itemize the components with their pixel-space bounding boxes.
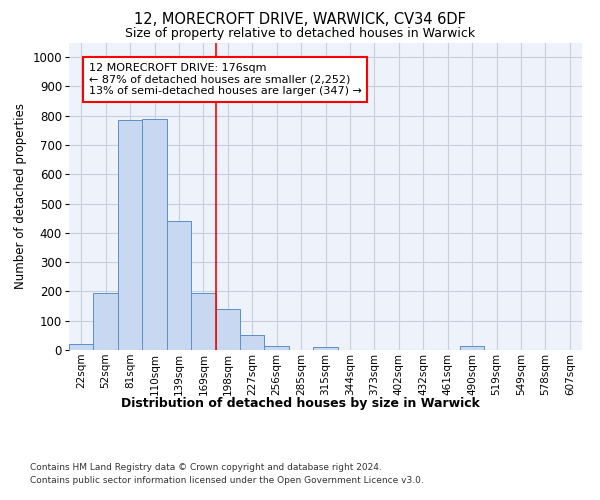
- Bar: [265, 346, 289, 350]
- Text: Distribution of detached houses by size in Warwick: Distribution of detached houses by size …: [121, 398, 479, 410]
- Text: Contains HM Land Registry data © Crown copyright and database right 2024.: Contains HM Land Registry data © Crown c…: [30, 462, 382, 471]
- Text: Size of property relative to detached houses in Warwick: Size of property relative to detached ho…: [125, 28, 475, 40]
- Bar: [215, 309, 240, 350]
- Bar: [142, 118, 167, 350]
- Y-axis label: Number of detached properties: Number of detached properties: [14, 104, 27, 289]
- Bar: [191, 293, 215, 350]
- Bar: [118, 120, 142, 350]
- Bar: [460, 346, 484, 350]
- Text: 12, MORECROFT DRIVE, WARWICK, CV34 6DF: 12, MORECROFT DRIVE, WARWICK, CV34 6DF: [134, 12, 466, 28]
- Bar: [313, 347, 338, 350]
- Text: Contains public sector information licensed under the Open Government Licence v3: Contains public sector information licen…: [30, 476, 424, 485]
- Bar: [167, 221, 191, 350]
- Text: 12 MORECROFT DRIVE: 176sqm
← 87% of detached houses are smaller (2,252)
13% of s: 12 MORECROFT DRIVE: 176sqm ← 87% of deta…: [89, 63, 361, 96]
- Bar: [69, 344, 94, 350]
- Bar: [240, 336, 265, 350]
- Bar: [94, 293, 118, 350]
